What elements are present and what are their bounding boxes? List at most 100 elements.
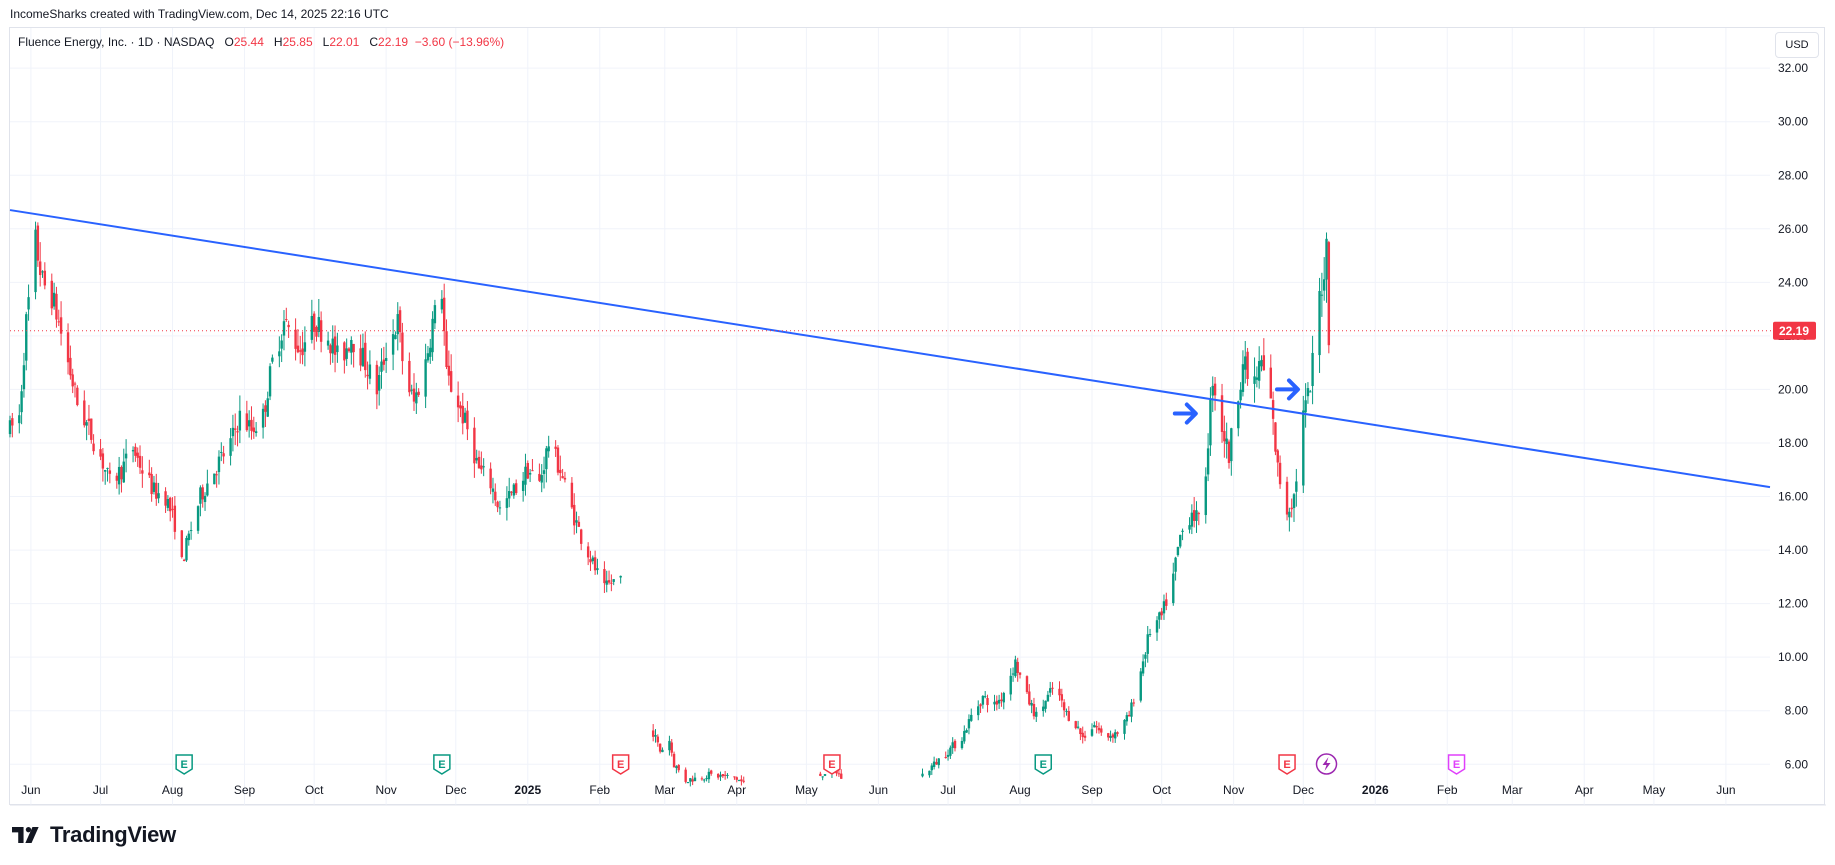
candle-down <box>559 469 562 474</box>
time-axis-tick-label: Aug <box>162 783 183 797</box>
candle-down <box>721 774 725 777</box>
candle-up <box>983 696 987 698</box>
candle-up <box>266 398 269 417</box>
candle-down <box>840 773 843 779</box>
candle-up <box>336 345 339 353</box>
candle-up <box>1123 719 1126 734</box>
candle-down <box>141 470 144 474</box>
candle-up <box>203 495 207 503</box>
candle-up <box>482 466 485 468</box>
candle-up <box>463 412 467 423</box>
currency-button[interactable]: USD <box>1775 32 1819 58</box>
candle-up <box>1253 376 1256 384</box>
candle-down <box>514 483 518 494</box>
candle-down <box>1165 599 1168 606</box>
candle-down <box>573 504 576 526</box>
candle-down <box>489 468 492 489</box>
candle-up <box>1046 694 1050 702</box>
candle-up <box>1320 294 1324 296</box>
candle-up <box>1093 724 1096 728</box>
candle-down <box>449 371 453 392</box>
candle-down <box>101 453 105 469</box>
candle-down <box>1227 441 1231 463</box>
time-axis-tick-label: Jul <box>93 783 108 797</box>
candle-down <box>57 321 60 323</box>
candle-up <box>605 580 608 585</box>
candle-up <box>1257 361 1261 381</box>
candle-down <box>315 326 318 337</box>
candle-up <box>326 340 330 346</box>
earnings-badge-label: E <box>828 759 835 771</box>
candle-up <box>1211 385 1214 396</box>
price-axis-tick-label: 14.00 <box>1778 543 1808 557</box>
candle-up <box>278 351 281 357</box>
candle-down <box>347 348 351 352</box>
candle-up <box>719 775 722 777</box>
candle-down <box>570 482 574 508</box>
candle-down <box>1032 704 1036 717</box>
candle-up <box>1179 534 1182 547</box>
candle-down <box>593 557 597 571</box>
candle-down <box>740 779 743 782</box>
candle-up <box>380 361 383 372</box>
candle-down <box>329 345 332 354</box>
candle-down <box>171 508 174 510</box>
candle-down <box>577 521 581 527</box>
candle-down <box>589 559 592 563</box>
candles <box>8 221 1331 787</box>
earnings-badge-icon <box>1034 754 1052 775</box>
earnings-marker: E <box>611 754 630 775</box>
candle-down <box>672 753 676 768</box>
earnings-badge-icon <box>433 754 451 775</box>
arrow-icon <box>1274 378 1300 401</box>
candle-down <box>285 319 288 321</box>
candle-down <box>1028 691 1031 705</box>
candle-down <box>477 456 481 469</box>
earnings-marker: E <box>1447 754 1466 775</box>
open-value: 25.44 <box>233 35 264 49</box>
candle-up <box>524 466 527 485</box>
candle-down <box>819 773 822 776</box>
candle-down <box>264 405 267 412</box>
tradingview-brand[interactable]: TradingView <box>12 822 176 848</box>
price-axis-tick-label: 12.00 <box>1778 597 1808 611</box>
candle-up <box>981 695 985 705</box>
candle-up <box>187 533 190 541</box>
candle-up <box>1225 438 1228 445</box>
time-axis-tick-label: 2026 <box>1362 783 1389 797</box>
candle-down <box>1116 732 1119 734</box>
candle-down <box>294 329 297 349</box>
price-axis-tick-label: 6.00 <box>1785 757 1809 771</box>
candle-down <box>312 313 316 332</box>
candle-down <box>610 582 613 584</box>
time-axis-tick-label: Oct <box>305 783 324 797</box>
time-axis-tick-label: Oct <box>1152 783 1171 797</box>
candle-up <box>977 706 980 716</box>
price-axis-tick-label: 10.00 <box>1778 650 1808 664</box>
candle-up <box>1195 510 1198 521</box>
candle-up <box>1325 238 1328 280</box>
candle-down <box>252 427 255 433</box>
candle-down <box>234 428 237 430</box>
candle-down <box>1213 383 1217 396</box>
candle-up <box>217 456 221 473</box>
grid-lines <box>10 28 1770 805</box>
candle-up <box>1139 671 1142 701</box>
candle-up <box>591 557 594 562</box>
candle-up <box>8 420 12 435</box>
candle-up <box>707 771 711 780</box>
time-axis-tick-label: Mar <box>654 783 675 797</box>
candle-down <box>401 332 404 362</box>
candle-up <box>970 714 973 721</box>
candle-down <box>710 770 713 774</box>
last-price-badge <box>1773 321 1816 340</box>
candle-up <box>1146 634 1149 654</box>
candle-up <box>596 568 599 571</box>
earnings-badge-icon <box>1447 754 1466 775</box>
candle-down <box>456 395 460 408</box>
candle-up <box>542 470 546 474</box>
candle-up <box>937 758 940 766</box>
candle-down <box>442 297 446 332</box>
price-axis-tick-label: 24.00 <box>1778 275 1808 289</box>
